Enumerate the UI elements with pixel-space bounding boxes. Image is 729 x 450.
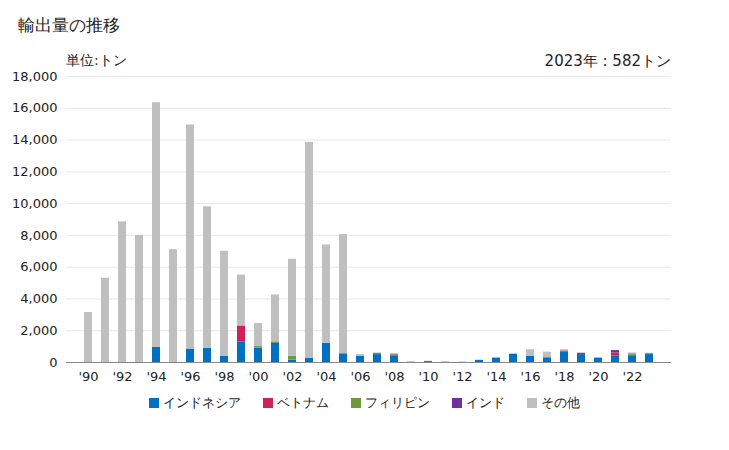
svg-text:'10: '10 bbox=[418, 369, 438, 384]
html-text:輸出量の推移: 輸出量の推移 bbox=[18, 15, 120, 35]
svg-text:4,000: 4,000 bbox=[20, 291, 57, 306]
html-text:2023年 : 582トン: 2023年 : 582トン bbox=[544, 52, 671, 70]
svg-text:'94: '94 bbox=[146, 369, 166, 384]
svg-text:'14: '14 bbox=[486, 369, 506, 384]
svg-text:'12: '12 bbox=[452, 369, 472, 384]
svg-text:16,000: 16,000 bbox=[12, 100, 58, 115]
svg-text:'92: '92 bbox=[112, 369, 132, 384]
html-text:その他: その他 bbox=[541, 395, 580, 410]
svg-text:14,000: 14,000 bbox=[12, 132, 58, 147]
svg-text:'22: '22 bbox=[622, 369, 642, 384]
svg-text:'90: '90 bbox=[78, 369, 98, 384]
svg-text:'16: '16 bbox=[520, 369, 540, 384]
svg-text:8,000: 8,000 bbox=[20, 228, 57, 243]
html-text:フィリピン: フィリピン bbox=[365, 395, 430, 410]
html-text:ベトナム: ベトナム bbox=[277, 395, 329, 410]
html-text:インドネシア: インドネシア bbox=[163, 395, 241, 410]
svg-text:'00: '00 bbox=[248, 369, 268, 384]
html-text:インド: インド bbox=[466, 395, 505, 410]
svg-text:6,000: 6,000 bbox=[20, 259, 57, 274]
svg-text:'04: '04 bbox=[316, 369, 336, 384]
svg-text:2,000: 2,000 bbox=[20, 323, 57, 338]
svg-text:'98: '98 bbox=[214, 369, 234, 384]
svg-text:'08: '08 bbox=[384, 369, 404, 384]
svg-text:12,000: 12,000 bbox=[12, 164, 58, 179]
svg-text:'20: '20 bbox=[588, 369, 608, 384]
svg-text:'02: '02 bbox=[282, 369, 302, 384]
svg-text:0: 0 bbox=[49, 355, 57, 370]
svg-text:10,000: 10,000 bbox=[12, 196, 58, 211]
html-text:単位:トン: 単位:トン bbox=[66, 52, 127, 68]
svg-text:'06: '06 bbox=[350, 369, 370, 384]
svg-text:'18: '18 bbox=[554, 369, 574, 384]
svg-text:18,000: 18,000 bbox=[12, 69, 58, 84]
svg-text:'96: '96 bbox=[180, 369, 200, 384]
